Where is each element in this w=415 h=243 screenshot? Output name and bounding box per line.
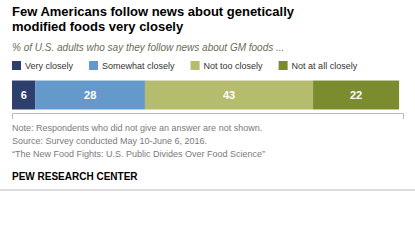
- legend-swatch: [89, 61, 98, 70]
- data-label: 6: [21, 89, 27, 101]
- legend-label: Somewhat closely: [102, 61, 175, 71]
- legend-label: Not too closely: [204, 61, 264, 71]
- legend: Very closely Somewhat closely Not too clos…: [12, 61, 358, 71]
- legend-item: Not too closely: [191, 61, 264, 71]
- data-label: 28: [84, 89, 96, 101]
- legend-label: Very closely: [25, 61, 74, 71]
- data-label: 43: [223, 89, 235, 101]
- subtitle: % of U.S. adults who say they follow new…: [12, 42, 284, 53]
- chart: Few Americans follow news about genetica…: [0, 0, 415, 243]
- x-axis: [13, 114, 404, 120]
- footer: PEW RESEARCH CENTER: [12, 171, 138, 182]
- legend-swatch: [191, 61, 200, 70]
- note: “The New Food Fights: U.S. Public Divide…: [12, 149, 265, 159]
- title: Few Americans follow news about genetica…: [12, 4, 295, 34]
- legend-item: Somewhat closely: [89, 61, 175, 71]
- bar-segment: [145, 81, 313, 110]
- x-axis-line: [13, 114, 404, 120]
- note: Source: Survey conducted May 10-June 6, …: [12, 136, 207, 146]
- data-labels: 6 28 43 22: [21, 89, 363, 101]
- note: Note: Respondents who did not give an an…: [12, 123, 262, 133]
- bottom-rule: [0, 190, 415, 191]
- bar-segment: [35, 81, 144, 110]
- legend-item: Not at all closely: [279, 61, 358, 71]
- bar-segment: [12, 81, 35, 110]
- legend-item: Very closely: [12, 61, 74, 71]
- legend-label: Not at all closely: [292, 61, 358, 71]
- legend-swatch: [12, 61, 21, 70]
- data-label: 22: [350, 89, 362, 101]
- bar-segment: [313, 81, 399, 110]
- bars: [12, 81, 399, 110]
- legend-swatch: [279, 61, 288, 70]
